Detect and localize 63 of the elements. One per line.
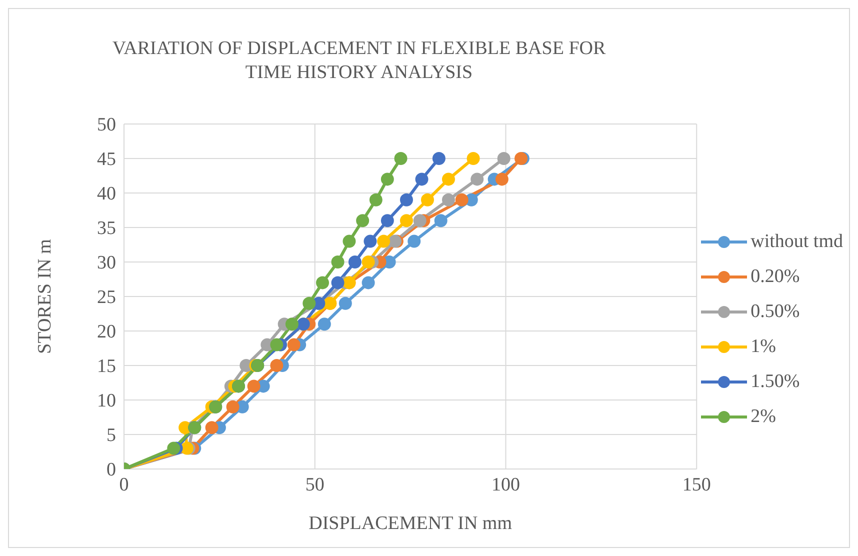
y-tick-label: 30 [97,252,116,274]
point [442,172,455,186]
y-tick-label: 35 [97,218,116,240]
point [287,338,300,352]
point [247,380,260,393]
legend-label: 0.50% [750,300,800,322]
point [167,442,180,455]
y-tick-label: 15 [97,356,116,378]
point [380,172,394,186]
x-axis-title: DISPLACEMENT IN mm [308,513,512,534]
point [318,318,331,331]
x-tick-label: 150 [682,474,711,496]
y-tick-label: 5 [106,425,116,446]
y-tick-label: 40 [97,184,116,205]
legend-label: without tmd [750,230,843,252]
legend-label: 1.50% [750,370,800,392]
x-tick-label: 100 [492,474,520,496]
point [432,152,446,165]
point [377,234,390,248]
point [342,234,356,248]
point [356,214,370,228]
point [408,234,421,248]
point [466,152,480,165]
point [270,359,284,372]
point [285,318,298,331]
y-tick-label: 25 [97,287,116,308]
point [302,296,316,310]
legend-label: 0.20% [750,266,800,288]
x-tick-label: 50 [305,474,324,496]
point [205,421,218,434]
point [400,193,413,206]
point [362,276,375,290]
point [331,256,344,268]
point [316,276,330,290]
point [413,214,426,228]
point [394,152,408,165]
y-tick-label: 10 [97,390,116,412]
point [338,296,352,310]
point [364,234,377,248]
point [497,152,510,165]
point [442,193,455,206]
y-tick-label: 20 [97,322,116,343]
point [455,193,468,206]
point [420,193,434,206]
point [495,172,508,186]
y-tick-label: 45 [97,149,116,170]
point [400,214,413,228]
point [362,256,375,268]
point [470,172,484,186]
point [270,338,284,352]
legend-label: 2% [750,406,776,428]
y-axis-title: STORES IN m [34,238,56,354]
legend-label: 1% [750,336,776,358]
chart-title: VARIATION OF DISPLACEMENT IN FLEXIBLE BASE FOR TIME HISTORY ANALYSIS [111,37,607,85]
y-tick-label: 0 [106,460,116,481]
y-tick-label: 50 [97,114,116,136]
point [369,193,382,206]
point [226,400,240,414]
point [415,172,428,186]
point [331,276,344,290]
point [434,214,448,228]
point [380,214,394,228]
point [348,256,362,268]
